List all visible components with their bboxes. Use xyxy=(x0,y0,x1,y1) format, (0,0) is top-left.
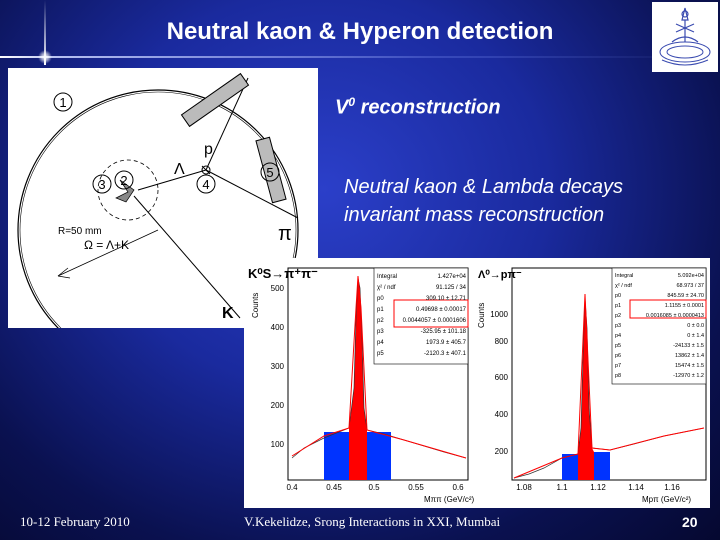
svg-text:5.092e+04: 5.092e+04 xyxy=(678,273,704,279)
lambda-xtick: 1.1 xyxy=(556,483,568,492)
svg-text:p5: p5 xyxy=(615,343,621,349)
svg-text:p7: p7 xyxy=(615,363,621,369)
lambda-ytick: 600 xyxy=(495,373,509,382)
svg-text:1.1155 ± 0.0001: 1.1155 ± 0.0001 xyxy=(665,303,704,309)
detector-label-2: 2 xyxy=(120,173,127,188)
lens-flare-vertical xyxy=(44,0,46,65)
svg-text:13862 ± 1.4: 13862 ± 1.4 xyxy=(675,353,704,359)
decays-description: Neutral kaon & Lambda decays invariant m… xyxy=(344,173,684,229)
kaon-xtick: 0.6 xyxy=(452,483,464,492)
svg-text:p8: p8 xyxy=(615,373,621,379)
pion-label: π xyxy=(278,223,292,245)
footer-date: 10-12 February 2010 xyxy=(20,514,130,529)
kaon-y-label: Counts xyxy=(251,293,260,318)
lambda-ytick: 200 xyxy=(495,447,509,456)
kaon-label: K xyxy=(222,305,234,322)
lambda-xtick: 1.08 xyxy=(516,483,532,492)
svg-text:p1: p1 xyxy=(377,307,384,313)
kaon-xtick: 0.55 xyxy=(408,483,424,492)
svg-text:68.973 / 37: 68.973 / 37 xyxy=(676,283,704,289)
slide-title: Neutral kaon & Hyperon detection xyxy=(166,18,554,45)
omega-label: Ω = Λ+K xyxy=(84,238,129,252)
lambda-stats-box: Integral 5.092e+04 χ² / ndf 68.973 / 37 p0… xyxy=(611,267,707,385)
decays-line-2: invariant mass reconstruction xyxy=(344,204,605,226)
lambda-xtick: 1.16 xyxy=(664,483,680,492)
svg-text:309.10 ± 12.71: 309.10 ± 12.71 xyxy=(426,296,467,302)
lambda-ytick: 1000 xyxy=(490,310,508,319)
lambda-sideband-right xyxy=(594,452,610,480)
kaon-xtick: 0.4 xyxy=(286,483,298,492)
svg-text:Integral: Integral xyxy=(377,274,397,280)
kaon-plot-title: K⁰S→π⁺π⁻ xyxy=(248,266,318,281)
v0-heading: V0 reconstruction xyxy=(335,95,501,119)
detector-label-4: 4 xyxy=(202,177,209,192)
kaon-ytick: 300 xyxy=(271,362,285,371)
lambda-label: Λ xyxy=(174,161,185,178)
lambda-ytick: 400 xyxy=(495,410,509,419)
kaon-xtick: 0.45 xyxy=(326,483,342,492)
svg-text:0.0044057 ± 0.0001606: 0.0044057 ± 0.0001606 xyxy=(403,318,467,324)
svg-text:-24133 ± 1.5: -24133 ± 1.5 xyxy=(673,343,704,349)
lambda-peak xyxy=(578,298,594,480)
svg-text:p0: p0 xyxy=(615,293,621,299)
lambda-x-label: Mpπ (GeV/c²) xyxy=(642,495,691,504)
svg-text:-12970 ± 1.2: -12970 ± 1.2 xyxy=(673,373,704,379)
lambda-xtick: 1.14 xyxy=(628,483,644,492)
svg-text:p0: p0 xyxy=(377,296,384,302)
detector-label-5: 5 xyxy=(266,165,273,180)
svg-text:-2120.3 ± 407.1: -2120.3 ± 407.1 xyxy=(424,351,467,357)
svg-text:0.49698 ± 0.00017: 0.49698 ± 0.00017 xyxy=(416,307,467,313)
detector-schematic: 1 2 3 4 5 p Λ π K R=50 mm Ω = Λ+K xyxy=(8,68,318,371)
svg-text:p1: p1 xyxy=(615,303,621,309)
svg-text:Integral: Integral xyxy=(615,273,633,279)
kaon-histogram: K⁰S→π⁺π⁻ Counts 100 200 300 400 500 0.4 … xyxy=(248,266,474,504)
svg-text:15474 ± 1.5: 15474 ± 1.5 xyxy=(675,363,704,369)
lambda-y-label: Counts xyxy=(477,303,486,328)
svg-text:845.59 ± 24.70: 845.59 ± 24.70 xyxy=(667,293,704,299)
kaon-ytick: 200 xyxy=(271,401,285,410)
kaon-peak xyxy=(349,278,367,480)
detector-label-3: 3 xyxy=(98,177,105,192)
svg-text:91.125 / 34: 91.125 / 34 xyxy=(436,285,467,291)
institute-logo xyxy=(652,2,718,72)
page-number: 20 xyxy=(682,514,698,530)
svg-text:0 ± 1.4: 0 ± 1.4 xyxy=(687,333,704,339)
lambda-sideband-left xyxy=(562,454,578,480)
proton-label: p xyxy=(204,141,213,158)
kaon-x-label: Mππ (GeV/c²) xyxy=(424,495,474,504)
svg-text:χ² / ndf: χ² / ndf xyxy=(377,285,396,291)
svg-text:0.0016085 ± 0.0000413: 0.0016085 ± 0.0000413 xyxy=(646,313,704,319)
kaon-stats-box: Integral 1.427e+04 χ² / ndf 91.125 / 34 p0… xyxy=(373,267,469,365)
svg-text:p3: p3 xyxy=(377,329,384,335)
mass-histograms: K⁰S→π⁺π⁻ Counts 100 200 300 400 500 0.4 … xyxy=(244,258,710,508)
footer-author: V.Kekelidze, Srong Interactions in XXI, … xyxy=(244,514,501,529)
lambda-histogram: Λ⁰→pπ⁻ Counts 200 400 600 800 1000 1.08 … xyxy=(477,267,707,504)
detector-label-1: 1 xyxy=(59,95,66,110)
svg-text:p2: p2 xyxy=(615,313,621,319)
lens-flare-horizontal xyxy=(0,56,720,58)
kaon-ytick: 100 xyxy=(271,440,285,449)
svg-text:χ² / ndf: χ² / ndf xyxy=(615,283,632,289)
kaon-xtick: 0.5 xyxy=(368,483,380,492)
radius-label: R=50 mm xyxy=(58,226,102,237)
svg-text:p3: p3 xyxy=(615,323,621,329)
svg-text:1973.9 ± 405.7: 1973.9 ± 405.7 xyxy=(426,340,467,346)
svg-text:p6: p6 xyxy=(615,353,621,359)
kaon-ytick: 500 xyxy=(271,284,285,293)
svg-text:-325.95 ± 101.18: -325.95 ± 101.18 xyxy=(421,329,467,335)
kaon-ytick: 400 xyxy=(271,323,285,332)
svg-text:p4: p4 xyxy=(377,340,384,346)
kaon-sideband-left xyxy=(324,432,349,480)
svg-text:0 ± 0.0: 0 ± 0.0 xyxy=(687,323,704,329)
lambda-xtick: 1.12 xyxy=(590,483,606,492)
lambda-ytick: 800 xyxy=(495,337,509,346)
decays-line-1: Neutral kaon & Lambda decays xyxy=(344,176,624,198)
svg-text:p2: p2 xyxy=(377,318,384,324)
svg-text:1.427e+04: 1.427e+04 xyxy=(437,274,466,280)
svg-text:p5: p5 xyxy=(377,351,384,357)
kaon-sideband-right xyxy=(367,432,391,480)
svg-text:p4: p4 xyxy=(615,333,621,339)
lens-flare-center xyxy=(38,50,52,64)
lambda-plot-title: Λ⁰→pπ⁻ xyxy=(478,269,522,281)
